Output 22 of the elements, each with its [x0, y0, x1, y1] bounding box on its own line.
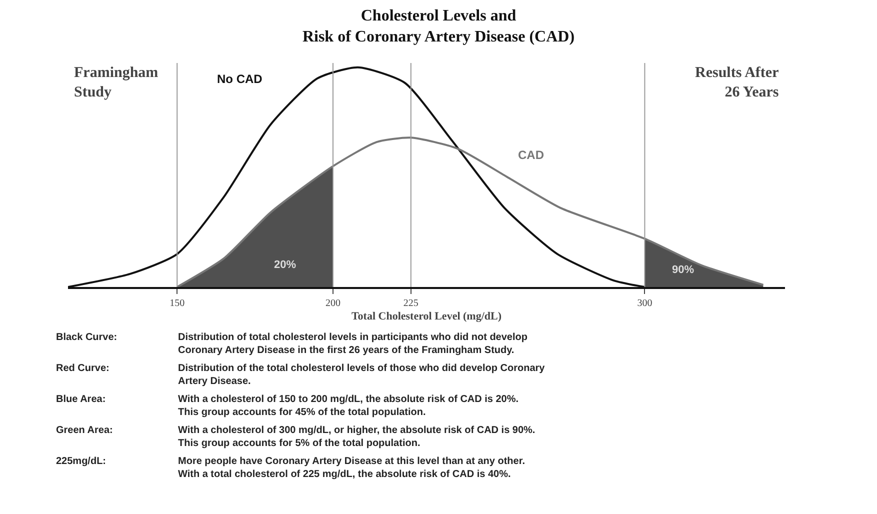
text: Distribution of the total cholesterol levels of those who did develop Coronary Artery Disease. [178, 363, 546, 387]
text: Black Curve: [56, 332, 118, 343]
text: With a cholesterol of 150 to 200 mg/dL, the absolute risk of CAD is 20%. This group accounts for 45% of the total population. [178, 394, 519, 418]
chart-title: Cholesterol Levels and Risk of Coronary Artery Disease (CAD) [302, 8, 575, 46]
text: Red Curve: [56, 363, 110, 374]
text: No CAD [217, 72, 263, 86]
x-tick-label: 300 [637, 298, 652, 309]
text: With a cholesterol of 300 mg/dL, or higher, the absolute risk of CAD is 90%. This group accounts for 5% of the total population. [178, 425, 536, 449]
text: Blue Area: [56, 394, 106, 405]
x-tick-label: 150 [170, 298, 185, 309]
annotation: Framingham Study [74, 65, 159, 100]
annotation: 90% [672, 264, 694, 276]
series-label: CAD [518, 148, 544, 162]
annotation: 20% [274, 259, 296, 271]
text: Distribution of total cholesterol levels in participants who did not develop Coronary Artery Disease in the first 26 years of the Framingham Study. [178, 332, 528, 356]
x-axis-title: Total Cholesterol Level (mg/dL) [351, 310, 502, 323]
text: Green Area: [56, 425, 113, 436]
x-tick-label: 200 [325, 298, 340, 309]
text: More people have Coronary Artery Disease at this level than at any other. With a total cholesterol of 225 mg/dL, the absolute risk of CAD is 40%. [178, 456, 526, 480]
x-tick-label: 225 [403, 298, 418, 309]
annotation: Results After 26 Years [695, 65, 780, 100]
text: 225mg/dL: [56, 456, 106, 467]
